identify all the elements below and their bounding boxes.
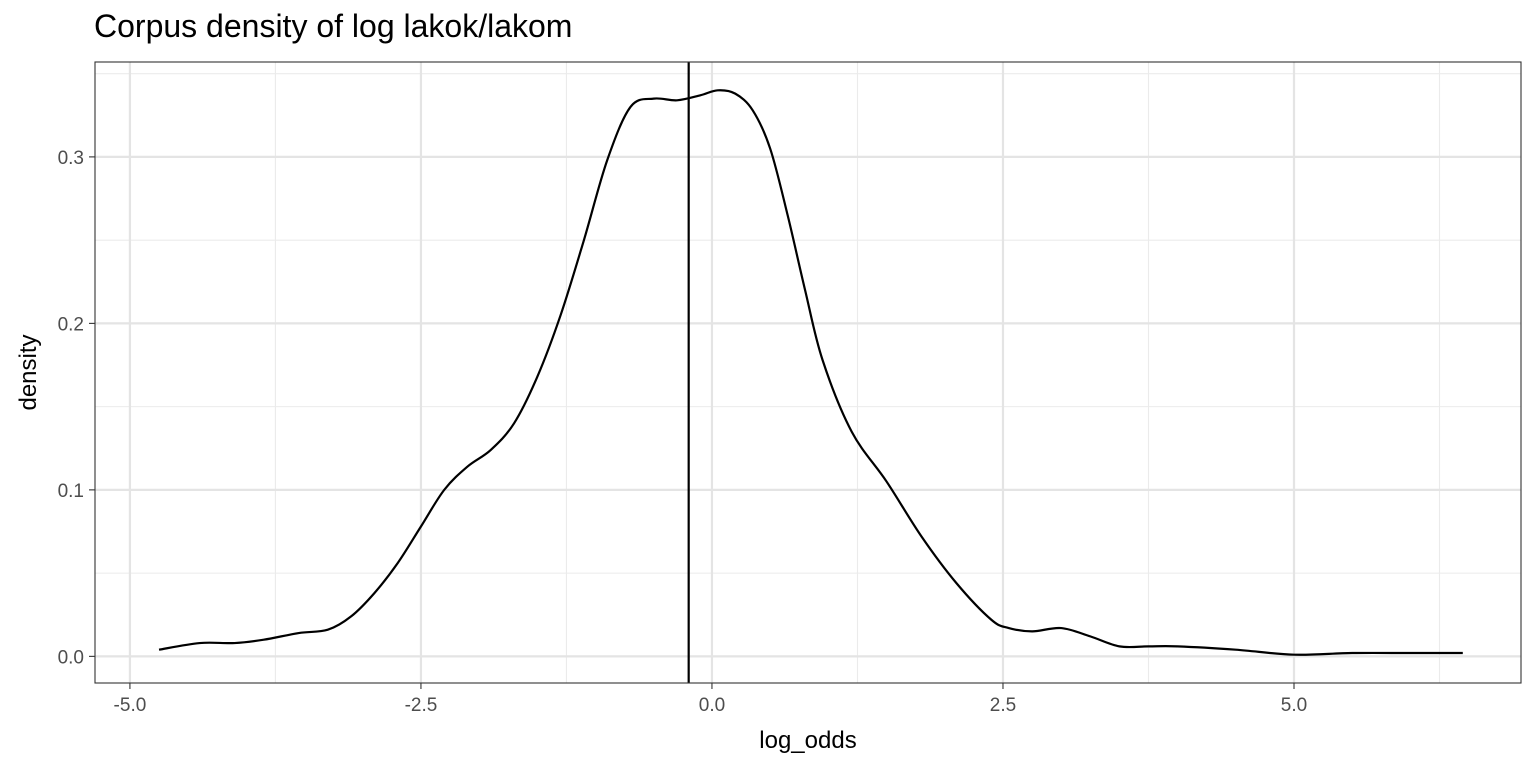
- x-tick-label: 5.0: [1281, 695, 1307, 716]
- chart-title: Corpus density of log lakok/lakom: [94, 8, 573, 44]
- y-axis-title: density: [15, 334, 42, 410]
- x-tick-label: -5.0: [114, 695, 147, 716]
- y-tick-label: 0.0: [58, 647, 84, 668]
- y-tick-label: 0.3: [58, 148, 84, 169]
- minor-gridlines: [95, 62, 1521, 683]
- major-gridlines: [95, 62, 1521, 683]
- y-axis-ticks: 0.0 0.1 0.2 0.3: [58, 148, 95, 668]
- x-axis-title: log_odds: [759, 727, 856, 754]
- x-tick-label: 0.0: [699, 695, 725, 716]
- y-tick-label: 0.1: [58, 481, 84, 502]
- y-tick-label: 0.2: [58, 314, 84, 335]
- panel-border: [94, 61, 1522, 684]
- x-tick-label: -2.5: [405, 695, 438, 716]
- density-curve: [158, 89, 1463, 656]
- x-tick-label: 2.5: [990, 695, 1016, 716]
- x-axis-ticks: -5.0 -2.5 0.0 2.5 5.0: [114, 683, 1307, 716]
